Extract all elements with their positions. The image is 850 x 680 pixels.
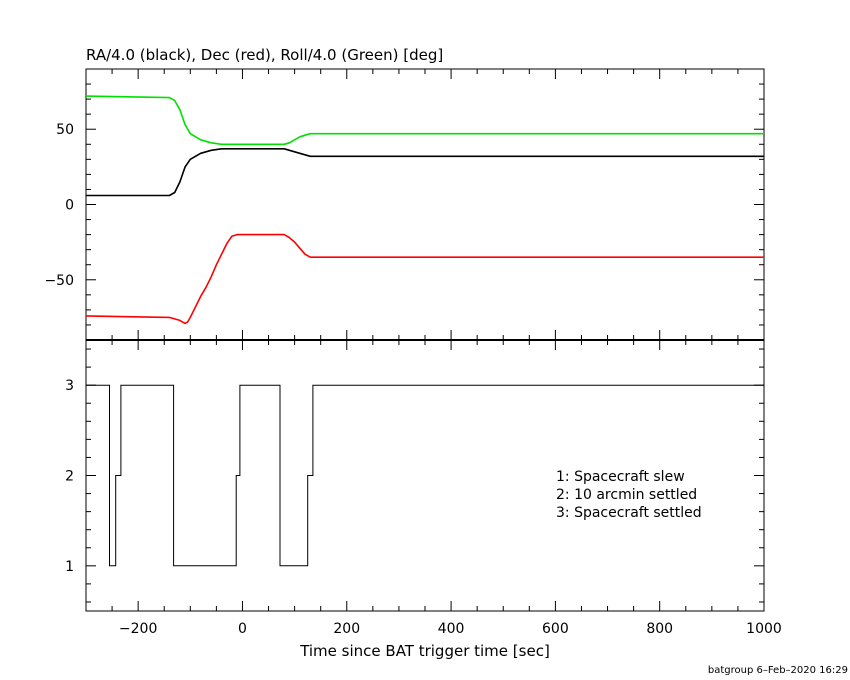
top-major-ticks [86, 69, 765, 340]
y-tick-label: −50 [44, 273, 74, 289]
footer-credit: batgroup 6–Feb–2020 16:29 [708, 665, 848, 676]
x-tick-labels: −200 0 200 400 600 800 1000 [119, 621, 782, 637]
series-line-0 [86, 148, 764, 197]
top-minor-ticks [85, 69, 764, 340]
bottom-series [86, 384, 764, 567]
y-tick-label: 0 [65, 198, 74, 214]
top-series [85, 95, 764, 325]
bottom-tick-labels: 1 2 3 [65, 378, 74, 575]
x-tick-label: −200 [119, 621, 157, 637]
top-panel-frame [85, 68, 765, 341]
x-tick-label: 400 [438, 621, 465, 637]
y-tick-label: 3 [65, 378, 74, 394]
status-step-line [86, 384, 764, 567]
legend-item-settled: 3: Spacecraft settled [556, 505, 702, 521]
top-panel: −50 0 50 [44, 68, 765, 341]
x-tick-label: 0 [238, 621, 247, 637]
y-tick-label: 2 [65, 469, 74, 485]
legend: 1: Spacecraft slew 2: 10 arcmin settled … [556, 469, 702, 521]
x-tick-label: 200 [333, 621, 360, 637]
bottom-minor-ticks [85, 340, 764, 611]
top-tick-labels: −50 0 50 [44, 122, 74, 289]
chart-title: RA/4.0 (black), Dec (red), Roll/4.0 (Gre… [86, 46, 443, 64]
series-line-2 [85, 95, 764, 146]
y-tick-label: 50 [56, 122, 74, 138]
x-axis-label: Time since BAT trigger time [sec] [299, 642, 550, 660]
bottom-panel: 1 2 3 −200 0 200 400 600 800 1000 [65, 339, 782, 637]
x-tick-label: 1000 [746, 621, 782, 637]
series-line-1 [85, 233, 764, 325]
x-tick-label: 800 [646, 621, 673, 637]
y-tick-label: 1 [65, 559, 74, 575]
legend-item-10-arcmin: 2: 10 arcmin settled [556, 487, 697, 503]
x-tick-label: 600 [542, 621, 569, 637]
legend-item-slew: 1: Spacecraft slew [556, 469, 685, 485]
